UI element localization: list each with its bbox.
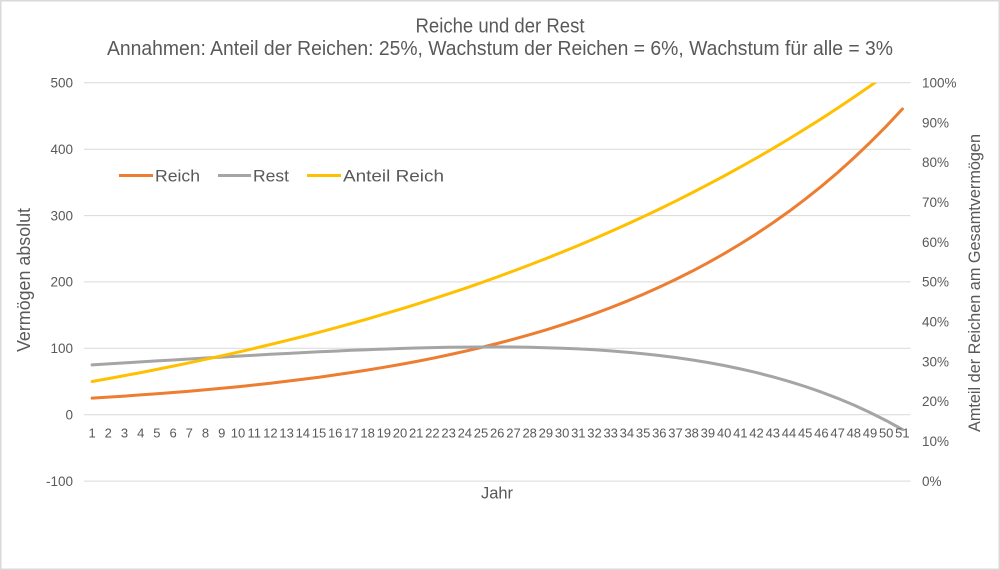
svg-text:35: 35 bbox=[636, 426, 650, 441]
svg-text:Rest: Rest bbox=[253, 168, 289, 186]
svg-text:19: 19 bbox=[377, 426, 391, 441]
svg-text:40%: 40% bbox=[922, 315, 949, 330]
svg-text:15: 15 bbox=[312, 426, 326, 441]
svg-text:Annahmen: Anteil der Reichen:: Annahmen: Anteil der Reichen: 25%, Wachs… bbox=[107, 38, 893, 60]
svg-text:46: 46 bbox=[814, 426, 828, 441]
svg-text:400: 400 bbox=[50, 142, 73, 157]
svg-text:20%: 20% bbox=[922, 394, 949, 409]
svg-text:28: 28 bbox=[522, 426, 536, 441]
svg-text:12: 12 bbox=[263, 426, 277, 441]
svg-text:29: 29 bbox=[539, 426, 553, 441]
svg-text:37: 37 bbox=[668, 426, 682, 441]
svg-text:42: 42 bbox=[749, 426, 763, 441]
svg-text:34: 34 bbox=[620, 426, 634, 441]
svg-text:47: 47 bbox=[830, 426, 844, 441]
svg-text:Vermögen absolut: Vermögen absolut bbox=[14, 208, 34, 352]
svg-text:38: 38 bbox=[684, 426, 698, 441]
svg-text:70%: 70% bbox=[922, 195, 949, 210]
svg-text:Jahr: Jahr bbox=[481, 485, 514, 503]
svg-text:31: 31 bbox=[571, 426, 585, 441]
svg-text:36: 36 bbox=[652, 426, 666, 441]
svg-text:40: 40 bbox=[717, 426, 731, 441]
svg-text:-100: -100 bbox=[46, 474, 73, 489]
svg-text:14: 14 bbox=[296, 426, 310, 441]
svg-text:4: 4 bbox=[137, 426, 144, 441]
svg-text:0: 0 bbox=[65, 407, 73, 422]
svg-text:39: 39 bbox=[701, 426, 715, 441]
svg-text:Amteil der Reichen am Gesamtve: Amteil der Reichen am Gesamtvermögen bbox=[965, 134, 984, 432]
svg-text:Reiche und der Rest: Reiche und der Rest bbox=[416, 16, 585, 38]
svg-text:44: 44 bbox=[782, 426, 796, 441]
svg-text:18: 18 bbox=[360, 426, 374, 441]
svg-text:10: 10 bbox=[231, 426, 245, 441]
svg-text:8: 8 bbox=[202, 426, 209, 441]
svg-text:51: 51 bbox=[895, 426, 909, 441]
svg-text:6: 6 bbox=[169, 426, 176, 441]
svg-text:50: 50 bbox=[879, 426, 893, 441]
svg-text:27: 27 bbox=[506, 426, 520, 441]
svg-text:100: 100 bbox=[50, 341, 73, 356]
svg-text:10%: 10% bbox=[922, 434, 949, 449]
svg-text:60%: 60% bbox=[922, 235, 949, 250]
svg-text:21: 21 bbox=[409, 426, 423, 441]
svg-text:45: 45 bbox=[798, 426, 812, 441]
svg-text:49: 49 bbox=[863, 426, 877, 441]
svg-text:16: 16 bbox=[328, 426, 342, 441]
svg-text:11: 11 bbox=[247, 426, 261, 441]
svg-text:3: 3 bbox=[121, 426, 128, 441]
svg-text:30: 30 bbox=[555, 426, 569, 441]
svg-text:50%: 50% bbox=[922, 275, 949, 290]
svg-text:22: 22 bbox=[425, 426, 439, 441]
svg-text:43: 43 bbox=[766, 426, 780, 441]
svg-text:26: 26 bbox=[490, 426, 504, 441]
svg-text:5: 5 bbox=[153, 426, 160, 441]
svg-text:48: 48 bbox=[847, 426, 861, 441]
svg-text:13: 13 bbox=[279, 426, 293, 441]
svg-text:30%: 30% bbox=[922, 354, 949, 369]
svg-text:23: 23 bbox=[441, 426, 455, 441]
svg-text:300: 300 bbox=[50, 208, 73, 223]
svg-text:500: 500 bbox=[50, 76, 73, 91]
svg-text:33: 33 bbox=[603, 426, 617, 441]
svg-text:41: 41 bbox=[733, 426, 747, 441]
svg-text:17: 17 bbox=[344, 426, 358, 441]
svg-text:7: 7 bbox=[186, 426, 193, 441]
svg-text:100%: 100% bbox=[922, 76, 957, 91]
svg-text:2: 2 bbox=[105, 426, 112, 441]
svg-text:0%: 0% bbox=[922, 474, 942, 489]
svg-text:Anteil Reich: Anteil Reich bbox=[343, 168, 444, 186]
svg-text:Reich: Reich bbox=[155, 168, 200, 186]
svg-text:1: 1 bbox=[88, 426, 95, 441]
svg-text:20: 20 bbox=[393, 426, 407, 441]
svg-text:9: 9 bbox=[218, 426, 225, 441]
svg-text:25: 25 bbox=[474, 426, 488, 441]
svg-text:90%: 90% bbox=[922, 115, 949, 130]
svg-text:32: 32 bbox=[587, 426, 601, 441]
svg-text:80%: 80% bbox=[922, 155, 949, 170]
svg-text:200: 200 bbox=[50, 275, 73, 290]
svg-text:24: 24 bbox=[458, 426, 472, 441]
